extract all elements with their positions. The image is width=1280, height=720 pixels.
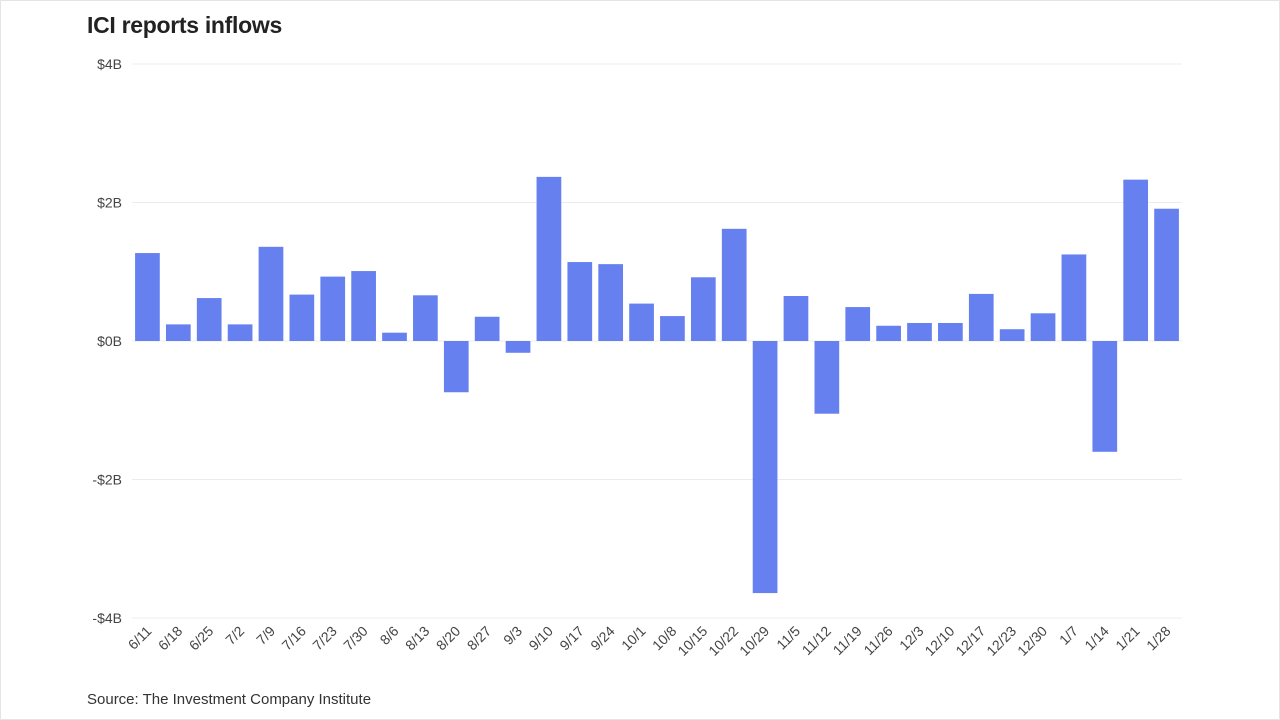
bar — [505, 341, 531, 353]
bar — [289, 294, 315, 341]
x-tick-label: 9/3 — [500, 623, 525, 648]
x-tick-label: 10/22 — [705, 623, 741, 659]
chart-title: ICI reports inflows — [87, 12, 282, 38]
bar — [567, 262, 593, 341]
x-tick-label: 8/20 — [433, 623, 464, 654]
x-tick-label: 8/13 — [402, 623, 433, 654]
y-tick-label: -$2B — [92, 472, 122, 488]
x-tick-label: 1/7 — [1056, 623, 1081, 648]
x-tick-label: 9/17 — [556, 623, 587, 654]
x-tick-label: 1/14 — [1081, 623, 1112, 654]
bar — [382, 332, 407, 341]
x-tick-label: 7/30 — [340, 623, 371, 654]
x-tick-label: 8/27 — [464, 623, 495, 654]
bars — [135, 176, 1179, 594]
bar — [1092, 341, 1118, 452]
bar — [1061, 254, 1087, 341]
bar — [443, 341, 469, 393]
bar — [227, 324, 253, 341]
x-tick-label: 7/16 — [278, 623, 309, 654]
bar — [968, 293, 994, 341]
x-tick-label: 6/25 — [186, 623, 217, 654]
bar — [783, 295, 809, 341]
bar — [413, 295, 438, 341]
bar — [135, 253, 160, 341]
y-tick-label: $0B — [97, 333, 122, 349]
x-tick-label: 8/6 — [377, 623, 402, 648]
y-tick-label: $2B — [97, 195, 122, 211]
x-tick-label: 7/9 — [253, 623, 278, 648]
bar — [196, 298, 222, 341]
bar — [351, 271, 376, 341]
bar — [258, 246, 284, 341]
bar — [1123, 179, 1149, 341]
y-axis-tick-labels: $4B $2B $0B -$2B -$4B — [92, 56, 122, 626]
bar — [536, 176, 562, 341]
x-tick-label: 10/15 — [674, 623, 710, 659]
x-axis-tick-labels: 6/11 6/18 6/25 7/2 7/9 7/16 7/23 7/30 8/6 8/13 8/2… — [125, 623, 1174, 659]
bar — [474, 316, 500, 341]
x-tick-label: 12/17 — [952, 623, 988, 659]
x-tick-label: 6/18 — [155, 623, 186, 654]
x-tick-label: 11/26 — [860, 623, 896, 659]
bar — [752, 341, 778, 594]
bar — [721, 228, 747, 341]
bar — [814, 341, 840, 414]
bar — [845, 307, 871, 341]
bar — [660, 316, 685, 341]
bar — [598, 264, 624, 341]
x-tick-label: 12/30 — [1014, 623, 1050, 659]
x-tick-label: 10/1 — [618, 623, 649, 654]
x-tick-label: 12/10 — [921, 623, 957, 659]
y-tick-label: $4B — [97, 56, 122, 72]
bar — [876, 325, 901, 341]
bar — [165, 324, 191, 341]
bar — [907, 322, 932, 341]
source-note: Source: The Investment Company Institute — [87, 691, 372, 708]
x-tick-label: 7/23 — [309, 623, 340, 654]
x-tick-label: 11/12 — [799, 623, 835, 659]
x-tick-label: 9/24 — [587, 623, 618, 654]
bar — [938, 322, 963, 341]
bar — [629, 303, 654, 341]
x-tick-label: 6/11 — [125, 623, 155, 653]
bar — [999, 329, 1025, 341]
x-tick-label: 11/19 — [830, 623, 866, 659]
x-tick-label: 7/2 — [222, 623, 247, 648]
x-tick-label: 10/29 — [736, 623, 772, 659]
x-tick-label: 9/10 — [525, 623, 556, 654]
x-tick-label: 1/21 — [1112, 623, 1143, 654]
bar — [690, 277, 716, 341]
bar — [320, 276, 346, 341]
bar — [1030, 313, 1056, 341]
bar — [1154, 208, 1179, 341]
y-tick-label: -$4B — [92, 610, 122, 626]
x-tick-label: 1/28 — [1143, 623, 1174, 654]
x-tick-label: 12/23 — [983, 623, 1019, 659]
